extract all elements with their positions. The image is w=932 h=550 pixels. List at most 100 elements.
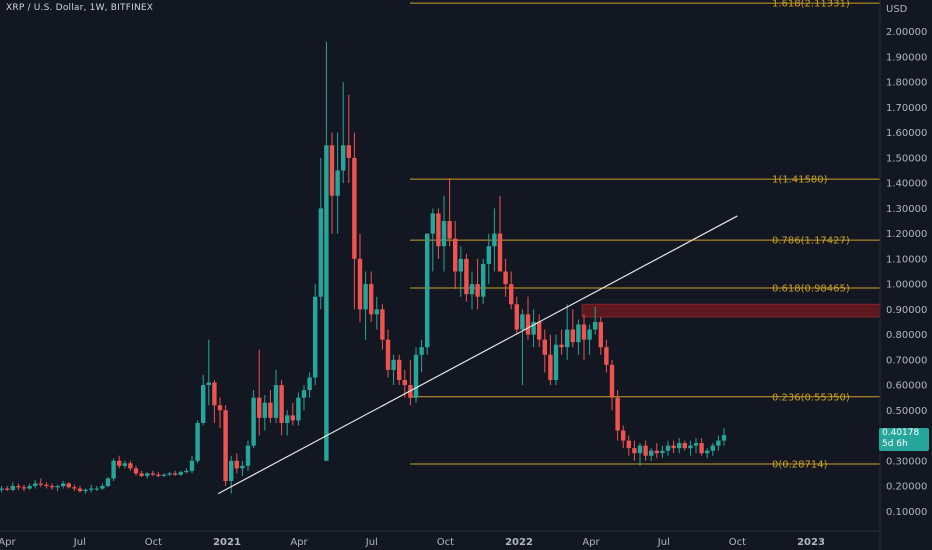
candle-body xyxy=(16,486,21,488)
x-tick-label: Oct xyxy=(145,537,162,548)
candle-body xyxy=(671,445,676,449)
candle-body xyxy=(391,359,396,370)
candle-body xyxy=(581,324,587,340)
candle-body xyxy=(520,314,525,330)
candle-body xyxy=(201,385,206,423)
candle-body xyxy=(693,443,699,446)
candle-body xyxy=(301,390,307,398)
candle-body xyxy=(234,460,239,469)
fib-level-label: 0.618(0.98465) xyxy=(772,283,850,294)
candle-body xyxy=(475,284,480,297)
candle-body xyxy=(346,145,351,158)
fib-level-label: 0(0.28714) xyxy=(772,460,828,471)
y-tick-label: 1.20000 xyxy=(886,229,927,240)
candle-body xyxy=(710,445,715,451)
candle-body xyxy=(161,474,167,476)
x-tick-label: 2023 xyxy=(797,537,825,548)
y-tick-label: 1.60000 xyxy=(886,128,927,139)
candle-body xyxy=(665,445,671,451)
candle-body xyxy=(100,486,105,489)
candle-body xyxy=(313,296,318,378)
fib-level-label: 0.236(0.55350) xyxy=(772,392,850,403)
candle-body xyxy=(419,347,424,355)
candle-body xyxy=(133,468,139,474)
candle-body xyxy=(721,435,727,441)
candle-body xyxy=(273,385,279,418)
candle-body xyxy=(587,329,592,340)
y-tick-label: 0.60000 xyxy=(886,381,927,392)
candle-body xyxy=(5,488,10,490)
candle-body xyxy=(458,258,463,272)
candle-body xyxy=(380,309,385,340)
y-tick-label: 1.00000 xyxy=(886,280,927,291)
candle-body xyxy=(548,354,553,381)
candle-body xyxy=(184,470,189,473)
candle-body xyxy=(447,221,452,239)
candle-body xyxy=(385,339,391,370)
candle-body xyxy=(357,258,363,310)
y-tick-label: 0.80000 xyxy=(886,330,927,341)
y-tick-label: 1.70000 xyxy=(886,103,927,114)
candle-body xyxy=(240,465,245,469)
candle-body xyxy=(705,450,710,454)
candle-body xyxy=(542,339,547,355)
candle-body xyxy=(55,486,60,488)
candle-body xyxy=(27,486,32,489)
candle-body xyxy=(643,445,648,456)
candle-body xyxy=(128,463,133,469)
x-tick-label: Oct xyxy=(437,537,454,548)
candle-body xyxy=(262,402,267,418)
y-tick-label: 1.10000 xyxy=(886,254,927,265)
candle-body xyxy=(229,460,234,481)
candle-body xyxy=(632,448,637,454)
candle-body xyxy=(33,483,38,487)
candle-body xyxy=(537,321,542,340)
candle-body xyxy=(615,397,620,431)
fib-level-label: 1(1.41580) xyxy=(772,175,828,186)
y-tick-label: 0.10000 xyxy=(886,507,927,518)
candle-body xyxy=(430,213,435,234)
candle-body xyxy=(397,359,402,381)
candle-body xyxy=(212,382,217,406)
candle-body xyxy=(559,344,564,348)
candle-body xyxy=(117,460,122,466)
y-tick-label: 1.40000 xyxy=(886,179,927,190)
candle-body xyxy=(481,263,486,297)
last-price-value: 0.40178 xyxy=(882,428,920,438)
y-tick-label: 0.30000 xyxy=(886,456,927,467)
candle-body xyxy=(654,450,659,454)
bar-countdown: 5d 6h xyxy=(882,439,908,449)
candle-body xyxy=(72,487,77,489)
candle-body xyxy=(167,473,172,475)
candle-body xyxy=(61,483,66,487)
y-tick-label: 1.80000 xyxy=(886,78,927,89)
y-tick-label: 0.20000 xyxy=(886,482,927,493)
candle-body xyxy=(492,233,497,247)
candle-body xyxy=(486,246,491,264)
candle-body xyxy=(10,486,15,490)
candle-body xyxy=(637,445,643,454)
candle-body xyxy=(83,489,88,492)
candle-body xyxy=(150,473,155,475)
x-tick-label: 2022 xyxy=(505,537,533,548)
candle-body xyxy=(217,405,223,411)
resistance-zone xyxy=(581,303,881,318)
candle-body xyxy=(251,397,256,446)
candle-body xyxy=(105,478,111,487)
candle-body xyxy=(464,258,469,295)
y-tick-label: 1.30000 xyxy=(886,204,927,215)
x-tick-label: Apr xyxy=(0,537,17,548)
y-tick-label: 2.00000 xyxy=(886,27,927,38)
candle-body xyxy=(341,145,346,171)
candle-body xyxy=(453,238,458,272)
candle-body xyxy=(677,443,682,449)
candle-body xyxy=(173,473,178,475)
candle-body xyxy=(514,304,519,330)
candle-body xyxy=(363,284,368,310)
candle-body xyxy=(307,377,312,391)
candle-body xyxy=(285,415,290,423)
candle-body xyxy=(649,450,654,456)
candle-body xyxy=(609,364,615,398)
